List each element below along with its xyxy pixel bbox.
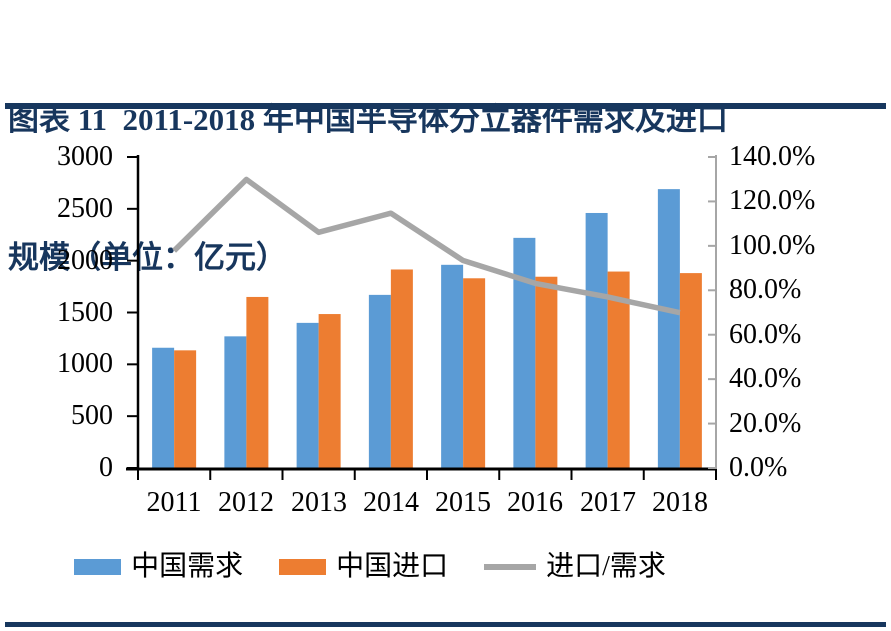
bar-import	[679, 273, 702, 468]
bar-import	[535, 276, 558, 468]
ratio-series-swatch	[484, 564, 537, 570]
x-axis-category-label: 2014	[363, 487, 419, 518]
right-axis-tick-label: 60.0%	[729, 319, 802, 350]
right-axis-tick-label: 80.0%	[729, 274, 802, 305]
bar-import	[318, 314, 341, 468]
x-axis-category-label: 2013	[291, 487, 347, 518]
right-axis-tick-label: 140.0%	[729, 141, 816, 172]
right-axis-tick-label: 100.0%	[729, 230, 816, 261]
bar-demand	[152, 347, 175, 468]
legend-item-import: 中国进口	[279, 552, 448, 582]
y-axis-tick-label: 1000	[57, 348, 113, 379]
x-axis-category-label: 2017	[580, 487, 636, 518]
bar-demand	[368, 294, 391, 468]
bar-demand	[296, 322, 319, 468]
right-axis-tick-label: 20.0%	[729, 408, 802, 439]
demand-series-swatch	[74, 559, 122, 575]
x-axis-category-label: 2012	[218, 487, 274, 518]
right-axis-tick-label: 40.0%	[729, 363, 802, 394]
bar-import	[607, 271, 630, 468]
y-axis-tick-label: 500	[71, 400, 113, 431]
combo-chart: 3000 2500 2000 1500 1000 500 0 140.0% 120.0% 100.…	[0, 140, 891, 545]
bar-import	[174, 350, 197, 468]
chart-legend: 中国需求 中国进口 进口/需求	[0, 552, 740, 582]
bar-demand	[513, 237, 536, 468]
footer-rule	[5, 622, 886, 627]
trend-line	[172, 176, 681, 316]
bar-import	[390, 269, 413, 468]
figure-title-line2: 规模（单位：亿元）	[8, 240, 287, 275]
bar-import	[463, 278, 486, 468]
x-axis-category-label: 2018	[652, 487, 708, 518]
y-axis-tick-label: 2500	[57, 193, 113, 224]
legend-item-demand: 中国需求	[74, 552, 243, 582]
bar-demand	[585, 212, 608, 468]
bar-demand	[441, 264, 464, 468]
bar-demand	[224, 336, 247, 468]
legend-label-ratio: 进口/需求	[546, 551, 666, 582]
x-axis-category-label: 2011	[146, 487, 202, 518]
y-axis-tick-label: 2000	[57, 245, 113, 276]
chart-plot-area	[126, 155, 717, 480]
right-axis-tick-label: 0.0%	[729, 452, 788, 483]
y-axis-tick-label: 3000	[57, 141, 113, 172]
title-divider-rule	[5, 103, 886, 109]
import-series-swatch	[279, 559, 327, 575]
right-axis-tick-label: 120.0%	[729, 185, 816, 216]
legend-item-ratio: 进口/需求	[484, 552, 666, 582]
bar-import	[246, 296, 269, 468]
y-axis-tick-label: 0	[99, 452, 113, 483]
x-axis-category-label: 2016	[507, 487, 563, 518]
bar-demand	[657, 189, 680, 468]
x-axis-category-label: 2015	[435, 487, 491, 518]
y-axis-tick-label: 1500	[57, 297, 113, 328]
legend-label-demand: 中国需求	[131, 551, 244, 582]
legend-label-import: 中国进口	[336, 551, 449, 582]
